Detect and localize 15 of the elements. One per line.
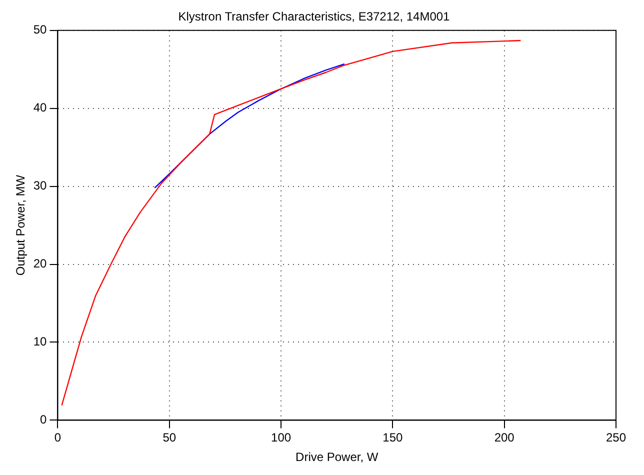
y-tick-label: 40 xyxy=(33,100,48,115)
y-axis-title: Output Power, MW xyxy=(14,174,28,276)
y-tick-label: 20 xyxy=(33,256,48,271)
y-tick-label: 0 xyxy=(40,412,48,427)
chart-title: Klystron Transfer Characteristics, E37212, 14M001 xyxy=(178,10,450,24)
x-tick-label: 0 xyxy=(54,430,62,445)
x-axis-title: Drive Power, W xyxy=(296,450,379,464)
x-tick-label: 200 xyxy=(494,430,515,445)
y-tick-label: 50 xyxy=(33,22,48,37)
y-tick-label: 30 xyxy=(33,178,48,193)
x-tick-label: 250 xyxy=(606,430,626,445)
x-tick-label: 150 xyxy=(382,430,404,445)
x-tick-label: 100 xyxy=(271,430,292,445)
y-tick-label: 10 xyxy=(33,334,48,349)
x-tick-label: 50 xyxy=(162,430,176,445)
